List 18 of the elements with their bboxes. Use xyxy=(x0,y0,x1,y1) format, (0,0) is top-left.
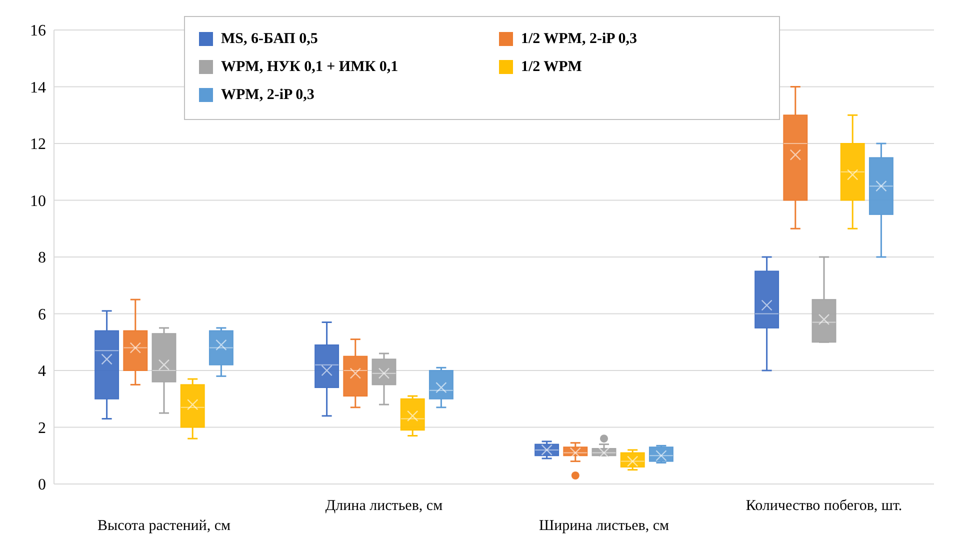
x-tick-label: Высота растений, см xyxy=(98,518,231,534)
legend-label: MS, 6-БАП 0,5 xyxy=(221,30,318,49)
y-tick-label: 6 xyxy=(38,306,46,324)
y-tick-label: 0 xyxy=(38,476,46,494)
x-tick-label: Ширина листьев, см xyxy=(538,518,670,534)
y-tick-label: 14 xyxy=(30,79,46,96)
legend-label: WPM, 2-iP 0,3 xyxy=(221,86,314,105)
y-tick-label: 2 xyxy=(38,420,46,437)
y-tick-label: 16 xyxy=(30,22,46,40)
y-tick-label: 12 xyxy=(30,136,46,154)
y-tick-label: 10 xyxy=(30,192,46,210)
x-tick-label: Длина листьев, см xyxy=(325,498,444,514)
legend-label: 1/2 WPM, 2-iP 0,3 xyxy=(521,30,637,49)
x-tick-label: Количество побегов, шт. xyxy=(746,498,902,514)
y-tick-label: 4 xyxy=(38,363,46,380)
legend-label: WPM, НУК 0,1 + ИМК 0,1 xyxy=(221,58,398,77)
y-tick-label: 8 xyxy=(38,250,46,267)
legend-label: 1/2 WPM xyxy=(521,58,582,77)
